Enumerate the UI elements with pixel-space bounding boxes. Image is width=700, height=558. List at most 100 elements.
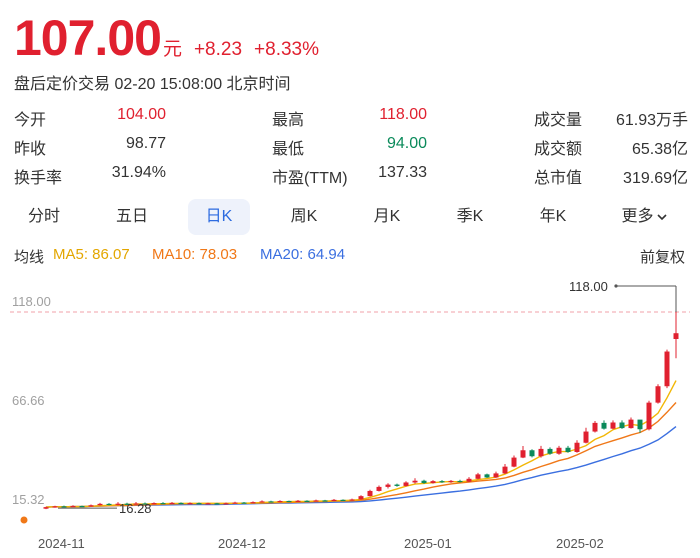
- candlestick-chart[interactable]: 118.00 66.66 15.32 118.00 16.28 2024-11 2024-1…: [0, 270, 700, 558]
- candle-body: [358, 496, 364, 500]
- period-tabs: 分时 五日 日K 周K 月K 季K 年K 更多: [0, 199, 700, 237]
- stat-value: 94.00: [386, 135, 427, 152]
- candle-body: [304, 500, 310, 502]
- candle-body: [646, 402, 652, 430]
- candle-body: [484, 474, 490, 478]
- y-tick-label: 118.00: [12, 294, 51, 309]
- candle-body: [178, 502, 184, 505]
- caret-down-icon: [656, 214, 667, 220]
- stat-value: 104.00: [117, 106, 166, 123]
- stat-value: 61.93万手: [615, 112, 688, 129]
- candle-body: [511, 457, 517, 467]
- tab-yearly-k[interactable]: 年K: [539, 208, 567, 225]
- x-axis-label: 2025-01: [404, 536, 452, 551]
- ma5-line: [45, 380, 677, 508]
- stat-label: 换手率: [14, 170, 63, 187]
- stat-value: 118.00: [379, 106, 427, 123]
- candle-body: [664, 351, 670, 387]
- candle-body: [466, 478, 472, 482]
- candle-body: [421, 480, 427, 484]
- ma-label: 均线: [14, 249, 45, 266]
- tab-daily-k[interactable]: 日K: [188, 199, 250, 235]
- candle-body: [259, 501, 265, 503]
- ma20-line: [45, 426, 677, 508]
- tab-more[interactable]: 更多: [614, 199, 674, 235]
- candle-body: [457, 480, 463, 483]
- stat-label: 今开: [14, 112, 47, 129]
- candle-body: [250, 502, 256, 504]
- candle-body: [331, 499, 337, 502]
- tab-intraday[interactable]: 分时: [27, 208, 60, 225]
- candle-body: [295, 500, 301, 502]
- ma10-value: MA10: 78.03: [152, 246, 238, 263]
- candle-body: [655, 386, 661, 403]
- candle-body: [673, 333, 679, 339]
- tab-more-label: 更多: [621, 208, 654, 225]
- candle-body: [520, 450, 526, 458]
- candle-body: [106, 503, 112, 506]
- candle-body: [115, 503, 121, 505]
- high-marker-label: 118.00: [569, 279, 608, 294]
- candle-body: [385, 484, 391, 487]
- candle-body: [88, 505, 94, 507]
- stat-label: 最低: [272, 141, 305, 158]
- candle-body: [277, 500, 283, 503]
- candle-body: [61, 506, 67, 508]
- candle-body: [628, 419, 634, 429]
- stat-value: 137.33: [378, 164, 427, 181]
- ma5-value: MA5: 86.07: [53, 246, 130, 263]
- stat-label: 昨收: [14, 141, 47, 158]
- candle-body: [205, 503, 211, 505]
- candle-body: [43, 507, 49, 509]
- candle-body: [376, 486, 382, 491]
- candle-body: [286, 500, 292, 503]
- x-axis-label: 2024-12: [218, 536, 266, 551]
- y-tick-label: 66.66: [12, 393, 45, 408]
- candle-body: [196, 503, 202, 505]
- x-axis-label: 2024-11: [38, 536, 85, 551]
- stat-label: 最高: [272, 112, 305, 129]
- candle-body: [97, 503, 103, 506]
- candle-body: [583, 431, 589, 443]
- tab-five-day[interactable]: 五日: [115, 208, 148, 225]
- stat-label: 成交量: [534, 112, 583, 129]
- stat-value: 31.94%: [111, 164, 166, 181]
- candle-body: [79, 505, 85, 508]
- candle-body: [565, 447, 571, 452]
- stat-value: 319.69亿: [623, 170, 688, 187]
- ma20-value: MA20: 64.94: [260, 246, 346, 263]
- tab-monthly-k[interactable]: 月K: [373, 208, 401, 225]
- stat-label: 成交额: [534, 141, 583, 158]
- price-change: +8.23: [193, 39, 243, 60]
- stat-value: 65.38亿: [631, 141, 688, 158]
- candle-body: [619, 422, 625, 429]
- candle-body: [322, 500, 328, 502]
- candle-body: [502, 466, 508, 474]
- candle-body: [187, 503, 193, 505]
- y-tick-label: 15.32: [12, 492, 45, 507]
- tab-quarterly-k[interactable]: 季K: [456, 208, 484, 225]
- candle-body: [367, 490, 373, 497]
- candle-body: [340, 499, 346, 502]
- stat-label: 市盈(TTM): [272, 170, 348, 187]
- candle-body: [349, 499, 355, 501]
- tab-weekly-k[interactable]: 周K: [290, 208, 318, 225]
- candle-body: [232, 502, 238, 504]
- low-marker-label: 16.28: [119, 501, 152, 516]
- event-marker-dot: [20, 516, 28, 524]
- price-adjust-toggle[interactable]: 前复权: [640, 249, 686, 266]
- candle-body: [223, 503, 229, 505]
- price-change-percent: +8.33%: [254, 39, 320, 60]
- candle-body: [52, 506, 58, 508]
- price-unit: 元: [162, 39, 182, 60]
- candle-body: [448, 480, 454, 483]
- ma10-line: [45, 402, 677, 508]
- ma-legend: 均线 MA5: 86.07 MA10: 78.03 MA20: 64.94 前复…: [0, 246, 700, 268]
- candle-body: [637, 419, 643, 430]
- candle-body: [160, 503, 166, 505]
- candle-body: [151, 503, 157, 505]
- candle-body: [169, 502, 175, 505]
- candle-body: [133, 503, 139, 505]
- candle-body: [70, 505, 76, 508]
- stat-value: 98.77: [125, 135, 166, 152]
